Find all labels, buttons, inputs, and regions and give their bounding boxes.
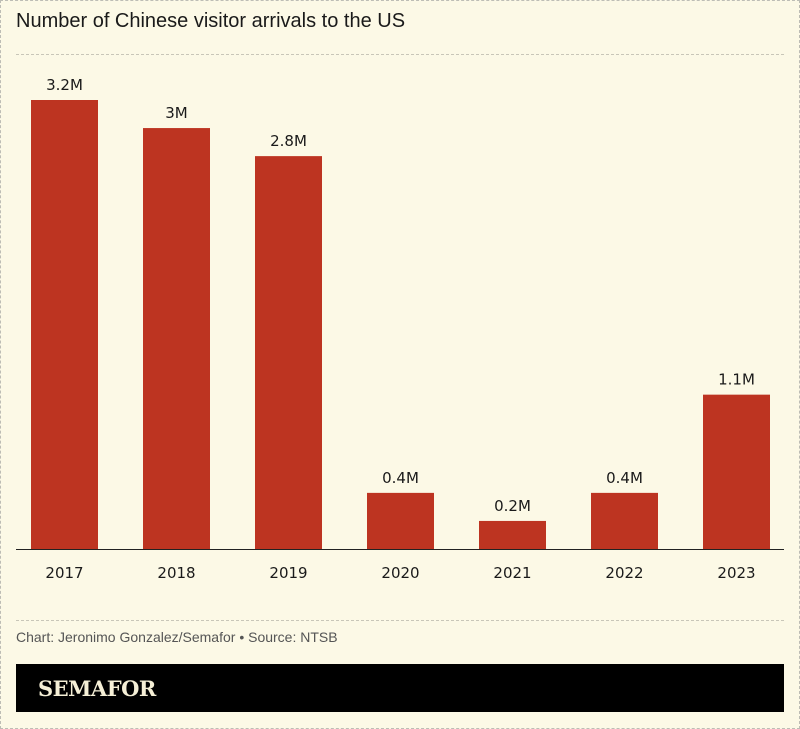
x-tick-label: 2020	[381, 564, 419, 582]
bar	[479, 520, 546, 549]
bar	[367, 492, 434, 549]
bar	[31, 100, 98, 549]
data-label: 2.8M	[270, 132, 307, 150]
x-tick-label: 2018	[157, 564, 195, 582]
x-tick-label: 2023	[717, 564, 755, 582]
bar	[143, 128, 210, 549]
divider	[16, 620, 784, 621]
x-tick-label: 2017	[45, 564, 83, 582]
bar-chart: 3.2M 2017 3M 2018 2.8M 2019 0.4M 2020 0.2M 2021 0.…	[16, 76, 784, 582]
x-tick-label: 2022	[605, 564, 643, 582]
x-tick-label: 2021	[493, 564, 531, 582]
bar	[255, 156, 322, 549]
divider	[16, 54, 784, 55]
x-tick-label: 2019	[269, 564, 307, 582]
bar	[591, 492, 658, 549]
data-label: 3M	[165, 104, 188, 122]
bar	[703, 394, 770, 549]
data-label: 0.4M	[606, 469, 643, 487]
chart-credit: Chart: Jeronimo Gonzalez/Semafor • Sourc…	[16, 629, 338, 645]
chart-title: Number of Chinese visitor arrivals to th…	[16, 10, 406, 32]
data-label: 1.1M	[718, 371, 755, 389]
data-label: 3.2M	[46, 76, 83, 94]
data-label: 0.4M	[382, 469, 419, 487]
semafor-logo: SEMAFOR	[38, 676, 156, 701]
brand-band: SEMAFOR	[16, 664, 784, 712]
data-label: 0.2M	[494, 497, 531, 515]
